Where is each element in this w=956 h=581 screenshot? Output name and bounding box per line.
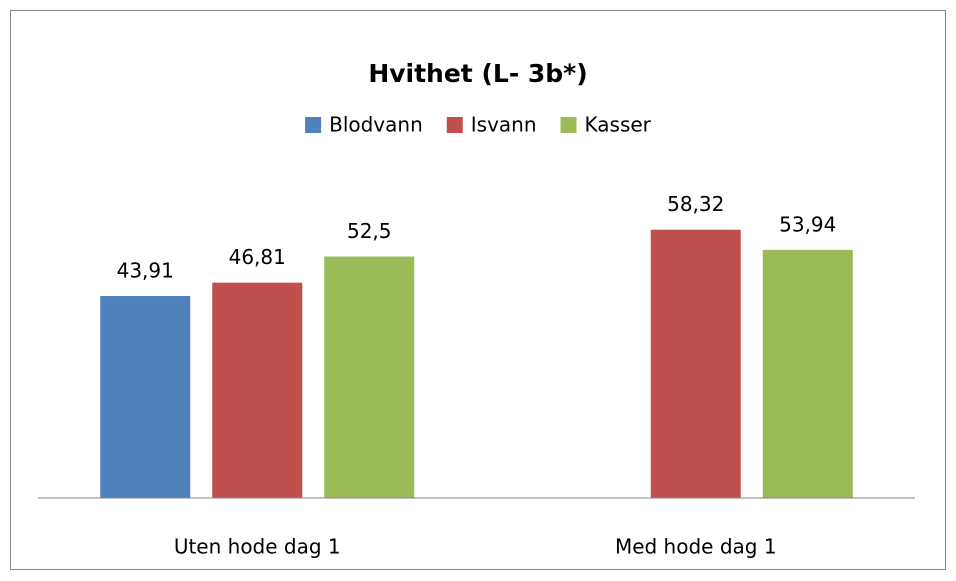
- legend-swatch: [305, 117, 322, 133]
- legend-swatch: [560, 117, 577, 133]
- legend-swatch: [446, 117, 463, 133]
- chart-title: Hvithet (L- 3b*): [368, 59, 587, 88]
- data-label: 58,32: [667, 192, 724, 216]
- legend-label: Isvann: [471, 113, 537, 137]
- data-label: 53,94: [779, 212, 836, 236]
- bar: [324, 256, 415, 498]
- data-label: 46,81: [229, 245, 286, 269]
- bar: [650, 229, 741, 498]
- x-tick-label: Uten hode dag 1: [174, 535, 341, 559]
- data-label: 52,5: [347, 219, 392, 243]
- legend-label: Blodvann: [329, 113, 423, 137]
- data-label: 43,91: [117, 259, 174, 283]
- bar: [100, 296, 191, 498]
- bar: [762, 249, 853, 498]
- x-tick-label: Med hode dag 1: [615, 535, 777, 559]
- bar: [212, 282, 303, 498]
- legend-label: Kasser: [585, 113, 652, 137]
